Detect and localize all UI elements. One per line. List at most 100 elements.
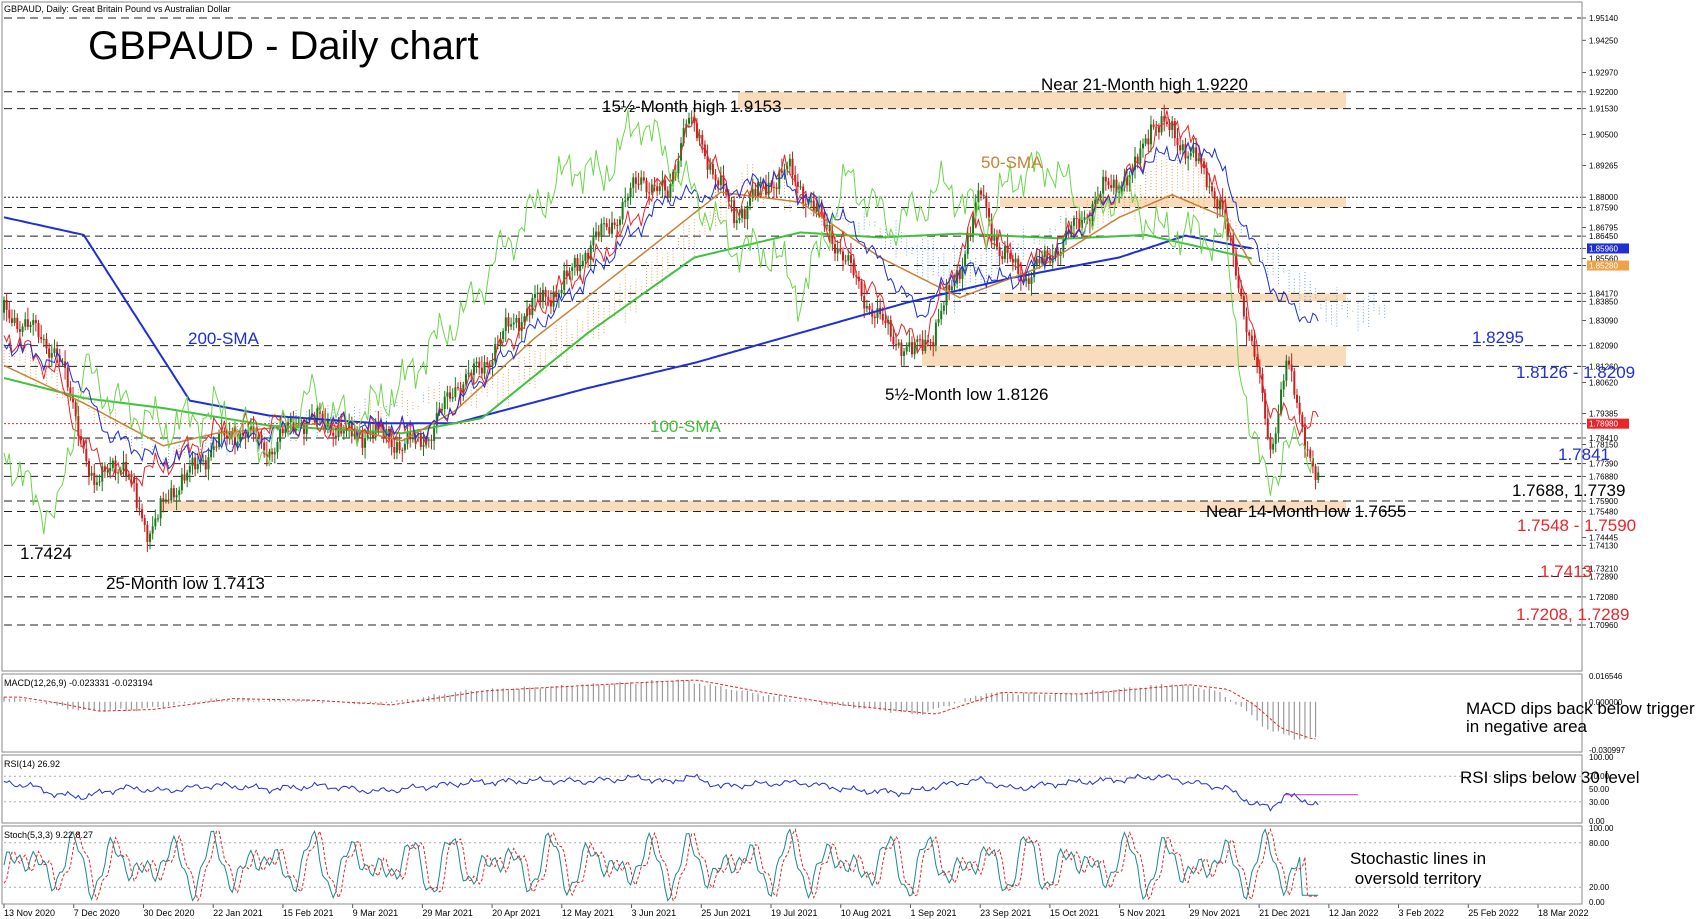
- candle-body: [1027, 278, 1030, 284]
- candle-body: [430, 439, 433, 441]
- symbol-label: GBPAUD, Daily:: [4, 4, 69, 14]
- candle-body: [703, 144, 706, 157]
- candle-body: [664, 180, 667, 191]
- candle-body: [1280, 389, 1283, 414]
- annotation-50-sma: 50-SMA: [981, 153, 1043, 172]
- chikou-line: [3, 109, 1314, 535]
- candle-body: [1226, 223, 1229, 236]
- candle-body: [587, 252, 590, 260]
- support-resistance-zone: [160, 500, 1346, 512]
- candle-body: [1083, 217, 1086, 220]
- candle-body: [186, 472, 189, 481]
- candle-body: [735, 220, 738, 224]
- annotation-1-7424: 1.7424: [20, 544, 72, 563]
- stoch-d-line: [3, 828, 1319, 902]
- candle-body: [50, 353, 53, 358]
- candle-body: [1272, 443, 1275, 450]
- candle-body: [260, 434, 263, 443]
- candle-body: [916, 339, 919, 342]
- candle-body: [239, 432, 242, 442]
- candle-body: [1043, 250, 1046, 258]
- candle-body: [1014, 258, 1017, 263]
- price-axis-label: 1.86450: [1589, 232, 1618, 241]
- candle-body: [995, 237, 998, 248]
- candle-body: [411, 438, 414, 440]
- candle-body: [929, 342, 932, 344]
- candle-body: [610, 222, 613, 234]
- price-axis-label: 1.95140: [1589, 14, 1618, 23]
- candle-body: [321, 413, 324, 420]
- candle-body: [605, 223, 608, 228]
- price-axis-label: 1.87590: [1589, 204, 1618, 213]
- candle-body: [918, 339, 921, 341]
- candle-body: [908, 342, 911, 347]
- candle-body: [812, 200, 815, 212]
- kijun-line: [3, 141, 1319, 470]
- annotation-100-sma: 100-SMA: [650, 417, 722, 436]
- price-axis-label: 1.85960: [1589, 244, 1618, 253]
- candle-body: [207, 457, 210, 470]
- candle-body: [69, 387, 72, 396]
- candle-body: [21, 326, 24, 332]
- candle-body: [794, 175, 797, 182]
- candle-body: [1277, 413, 1280, 434]
- candle-body: [1033, 264, 1036, 278]
- candle-body: [172, 488, 175, 498]
- candle-body: [284, 428, 287, 434]
- candle-body: [93, 472, 96, 485]
- candle-body: [37, 323, 40, 337]
- candle-body: [1192, 147, 1195, 154]
- rsi-axis-label: 70.00: [1589, 772, 1610, 781]
- candle-body: [982, 194, 985, 196]
- candle-body: [717, 180, 720, 186]
- candle-body: [1216, 199, 1219, 210]
- candle-body: [940, 310, 943, 320]
- annotation-21-month-high: Near 21-Month high 1.9220: [1041, 75, 1248, 94]
- level-1-8295: 1.8295: [1472, 328, 1524, 347]
- candle-body: [887, 319, 890, 324]
- price-axis-label: 1.82090: [1589, 342, 1618, 351]
- candle-body: [122, 462, 125, 471]
- candle-body: [626, 197, 629, 201]
- candle-body: [900, 342, 903, 356]
- candle-body: [178, 490, 181, 496]
- candle-body: [600, 223, 603, 238]
- candle-body: [1163, 116, 1166, 122]
- candle-body: [212, 446, 215, 450]
- candle-body: [560, 289, 563, 294]
- candle-body: [1030, 277, 1033, 284]
- candle-body: [687, 117, 690, 124]
- candle-body: [584, 252, 587, 261]
- support-resistance-zone: [738, 91, 1346, 109]
- candle-body: [738, 218, 741, 221]
- candle-body: [762, 182, 765, 184]
- price-axis-label-bg: [1587, 243, 1629, 254]
- price-axis-label: 1.81260: [1589, 362, 1618, 371]
- candle-body: [1144, 138, 1147, 144]
- candle-body: [334, 435, 337, 438]
- candle-body: [45, 338, 48, 349]
- candle-body: [714, 174, 717, 181]
- candle-body: [804, 204, 807, 206]
- price-panel-frame: [1, 1, 1583, 672]
- level-1-8126-1-8209: 1.8126 - 1.8209: [1516, 363, 1635, 382]
- candle-body: [236, 441, 239, 445]
- candle-body: [1181, 144, 1184, 151]
- candle-body: [502, 330, 505, 340]
- candle-body: [48, 348, 51, 358]
- candle-body: [247, 429, 250, 438]
- candle-body: [390, 439, 393, 448]
- candle-body: [504, 317, 507, 331]
- candle-body: [1234, 255, 1237, 276]
- candle-body: [1062, 238, 1065, 252]
- candle-body: [34, 320, 37, 324]
- level-1-7413: 1.7413: [1540, 562, 1592, 581]
- stoch-panel-frame: [1, 825, 1583, 905]
- candle-body: [53, 348, 56, 354]
- candle-body: [701, 134, 704, 145]
- candle-body: [1001, 256, 1004, 259]
- price-axis-label: 1.85280: [1589, 262, 1618, 271]
- x-axis-label: 30 Dec 2020: [143, 908, 194, 918]
- x-axis-label: 20 Apr 2021: [492, 908, 541, 918]
- candle-body: [868, 306, 871, 310]
